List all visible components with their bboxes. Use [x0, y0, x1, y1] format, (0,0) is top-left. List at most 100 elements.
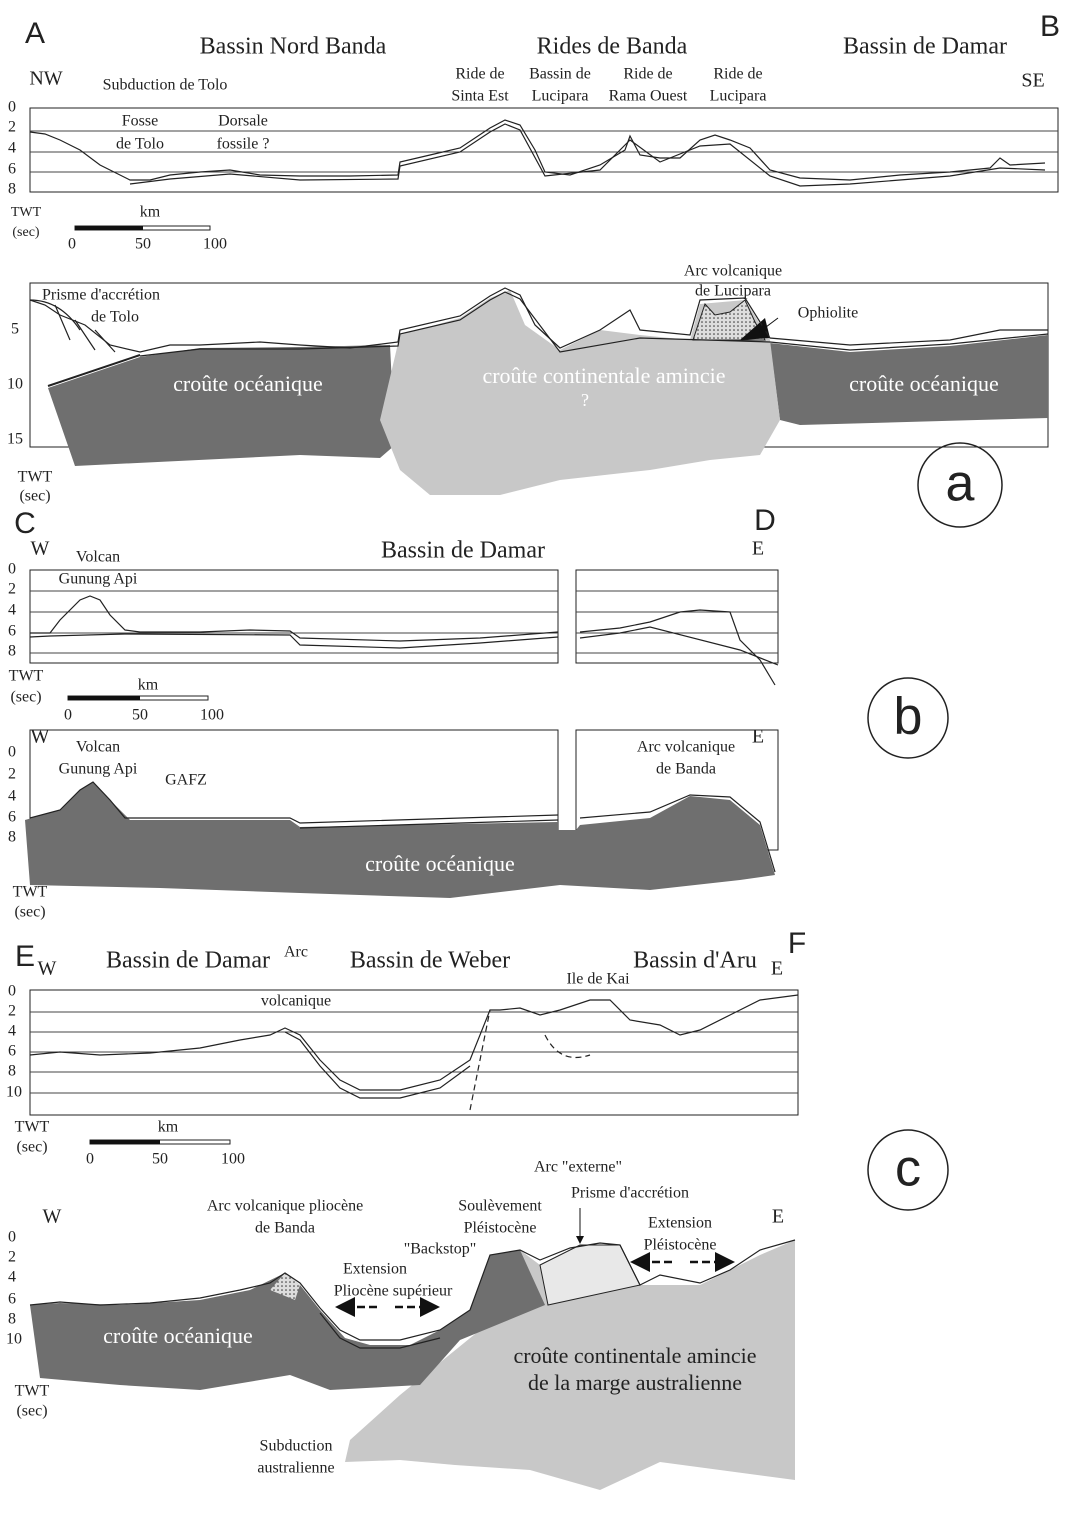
tick-label: 0	[8, 983, 16, 1000]
feature-label: Pléistocène	[644, 1237, 717, 1254]
scale-tick: 100	[200, 707, 224, 724]
fault	[470, 1010, 590, 1110]
feature-label: Gunung Api	[59, 571, 138, 588]
axis-unit: TWT	[18, 469, 53, 486]
feature-label: Volcan	[76, 549, 120, 566]
tick-label: 6	[8, 1043, 16, 1060]
orientation: E	[752, 726, 764, 748]
panel-label: b	[894, 688, 923, 746]
seismic-profile	[30, 634, 558, 648]
feature-label: Ophiolite	[798, 305, 858, 322]
axis-unit: (sec)	[14, 904, 45, 921]
axis-unit: TWT	[13, 884, 48, 901]
feature-label: Ile de Kai	[566, 971, 630, 988]
feature-label: Arc volcanique	[637, 739, 735, 756]
oceanic-crust	[25, 782, 775, 898]
figure: A B Bassin Nord Banda Rides de Banda Bas…	[0, 0, 1066, 1513]
feature-label: Gunung Api	[59, 761, 138, 778]
tick-label: 6	[8, 1291, 16, 1308]
tick-label: 0	[8, 561, 16, 578]
region-label: Bassin de Damar	[381, 538, 545, 564]
grid-line	[30, 591, 778, 653]
axis-unit: TWT	[9, 668, 44, 685]
tick-label: 2	[8, 119, 16, 136]
seismic-profile	[30, 995, 798, 1090]
feature-label: Fosse	[122, 113, 158, 130]
feature-label: Arc volcanique pliocène	[207, 1198, 363, 1215]
feature-label: volcanique	[261, 993, 331, 1010]
seismic-profile	[30, 120, 1045, 180]
feature-label: Arc volcanique	[684, 263, 782, 280]
feature-label: Arc	[284, 944, 308, 961]
tick-label: 8	[8, 1063, 16, 1080]
seismic-profile	[580, 610, 775, 685]
feature-label: Subduction	[260, 1438, 333, 1455]
crust-label: croûte océanique	[849, 371, 999, 396]
tick-label: 2	[8, 581, 16, 598]
feature-label: Lucipara	[532, 88, 589, 105]
crust-label: croûte continentale amincie	[513, 1343, 756, 1368]
tick-label: 2	[8, 766, 16, 783]
feature-label: Lucipara	[710, 88, 767, 105]
crust-label: croûte continentale amincie	[482, 363, 725, 388]
orientation: E	[772, 1206, 784, 1228]
axis-unit: TWT	[11, 205, 42, 220]
point-label: B	[1040, 10, 1060, 43]
orientation: W	[31, 538, 50, 560]
region-label: Bassin de Damar	[843, 34, 1007, 60]
scale-tick: 100	[203, 236, 227, 253]
tick-label: 6	[8, 809, 16, 826]
region-label: Bassin d'Aru	[633, 948, 757, 974]
tick-label: 8	[8, 643, 16, 660]
panel-a: A B Bassin Nord Banda Rides de Banda Bas…	[7, 10, 1060, 527]
feature-label: Prisme d'accrétion	[571, 1185, 689, 1202]
axis-unit: (sec)	[12, 225, 40, 240]
point-label: A	[25, 17, 45, 50]
feature-label: de Tolo	[116, 136, 164, 153]
feature-label: Ride de	[623, 66, 672, 83]
orientation: W	[31, 726, 50, 748]
axis-unit: TWT	[15, 1119, 50, 1136]
scale-unit: km	[158, 1119, 179, 1136]
tick-label: 10	[6, 1331, 22, 1348]
orientation: W	[38, 958, 57, 980]
tick-label: 0	[8, 1229, 16, 1246]
scale-tick: 50	[152, 1151, 168, 1168]
crust-label: croûte océanique	[173, 371, 323, 396]
feature-label: Prisme d'accrétion	[42, 287, 160, 304]
scale-tick: 0	[86, 1151, 94, 1168]
orientation: E	[752, 538, 764, 560]
grid-line	[30, 1012, 798, 1093]
point-label: D	[754, 504, 776, 537]
scale-tick: 50	[135, 236, 151, 253]
scale-tick: 0	[68, 236, 76, 253]
tick-label: 4	[8, 1023, 16, 1040]
axis-unit: TWT	[15, 1383, 50, 1400]
feature-label: Ride de	[455, 66, 504, 83]
feature-label: Pléistocène	[464, 1220, 537, 1237]
feature-label: Arc "externe"	[534, 1159, 622, 1176]
feature-label: Pliocène supérieur	[334, 1283, 453, 1300]
scale-bar	[68, 696, 140, 700]
scale-bar	[75, 226, 143, 230]
scale-bar	[90, 1140, 160, 1144]
tick-label: 8	[8, 1311, 16, 1328]
feature-label: Ride de	[713, 66, 762, 83]
region-label: Bassin Nord Banda	[200, 34, 387, 60]
tick-label: 4	[8, 140, 16, 157]
crust-label: de la marge australienne	[528, 1370, 742, 1395]
region-label: Bassin de Damar	[106, 948, 270, 974]
feature-label: de Banda	[255, 1220, 315, 1237]
crust-label: ?	[581, 390, 589, 410]
tick-label: 2	[8, 1003, 16, 1020]
feature-label: de Banda	[656, 761, 716, 778]
tick-label: 8	[8, 829, 16, 846]
scale-tick: 50	[132, 707, 148, 724]
crust-label: croûte océanique	[365, 851, 515, 876]
section-profile	[140, 292, 1048, 356]
tick-label: 4	[8, 602, 16, 619]
orientation: E	[771, 958, 783, 980]
feature-label: Sinta Est	[451, 88, 509, 105]
feature-label: "Backstop"	[404, 1241, 477, 1258]
panel-label: c	[895, 1140, 921, 1198]
